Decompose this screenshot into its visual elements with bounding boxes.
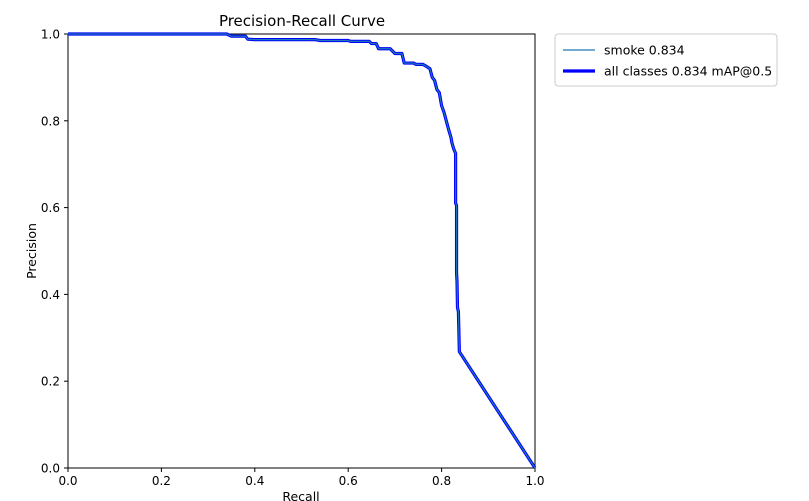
y-tick-label: 0.8 bbox=[41, 114, 60, 128]
legend: smoke 0.834 all classes 0.834 mAP@0.5 bbox=[554, 33, 778, 87]
y-axis-label: Precision bbox=[24, 223, 39, 279]
x-tick-label: 0.2 bbox=[152, 474, 171, 488]
plot-frame bbox=[67, 33, 536, 469]
legend-frame bbox=[554, 33, 778, 87]
series-line-smoke-0-834 bbox=[68, 33, 536, 469]
plot-area bbox=[67, 32, 537, 469]
legend-label-all-classes: all classes 0.834 mAP@0.5 bbox=[604, 64, 772, 79]
x-tick-label: 0.0 bbox=[58, 474, 77, 488]
y-axis: 0.0 0.2 0.4 0.6 0.8 1.0 bbox=[41, 28, 68, 476]
x-tick-label: 1.0 bbox=[525, 474, 544, 488]
y-tick-label: 1.0 bbox=[41, 28, 60, 42]
x-tick-label: 0.8 bbox=[432, 474, 451, 488]
chart-title: Precision-Recall Curve bbox=[219, 12, 385, 30]
x-axis: 0.0 0.2 0.4 0.6 0.8 1.0 bbox=[58, 468, 545, 488]
x-axis-label: Recall bbox=[282, 489, 319, 501]
y-tick-label: 0.2 bbox=[41, 375, 60, 389]
y-tick-label: 0.6 bbox=[41, 201, 60, 215]
x-tick-label: 0.4 bbox=[245, 474, 264, 488]
x-tick-label: 0.6 bbox=[339, 474, 358, 488]
y-tick-label: 0.0 bbox=[41, 462, 60, 476]
series-layer bbox=[68, 32, 537, 469]
y-tick-label: 0.4 bbox=[41, 288, 60, 302]
legend-label-smoke: smoke 0.834 bbox=[604, 43, 685, 58]
